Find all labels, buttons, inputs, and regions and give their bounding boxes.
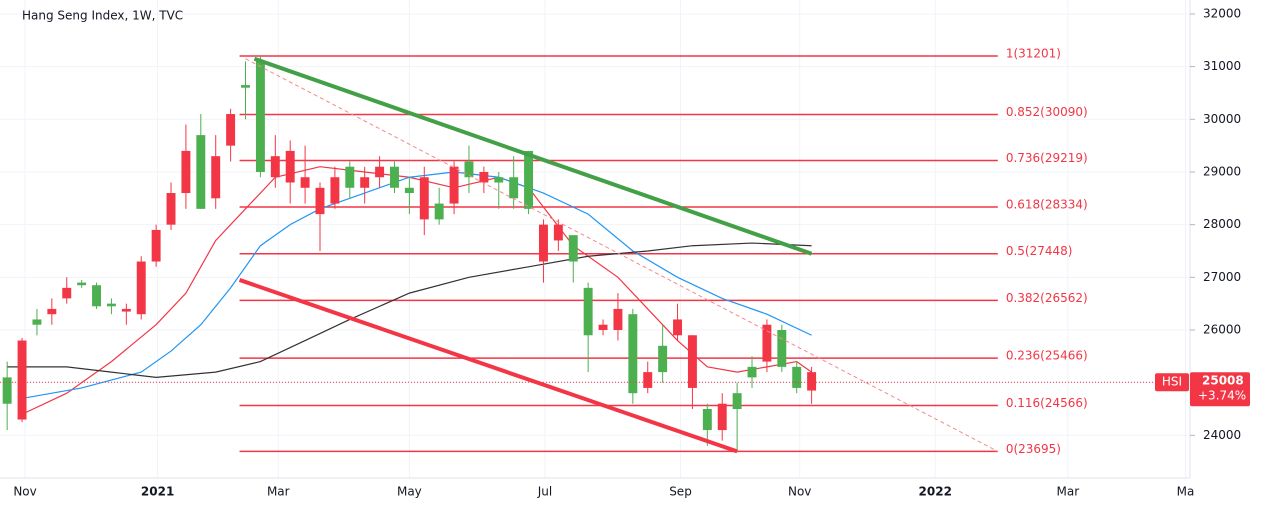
candle-body bbox=[479, 171, 489, 183]
fib-label: 0.236(25466) bbox=[1006, 349, 1088, 363]
candle-body bbox=[241, 85, 250, 88]
y-tick-label: 27000 bbox=[1203, 270, 1241, 284]
candle-body bbox=[2, 377, 12, 404]
x-tick-label: Ma bbox=[1177, 485, 1195, 499]
candle-body bbox=[106, 303, 116, 307]
candle-body bbox=[613, 308, 623, 330]
candle-body bbox=[375, 166, 385, 178]
plot-area bbox=[0, 0, 1190, 478]
x-tick-label: 2021 bbox=[141, 485, 174, 499]
candle-body bbox=[270, 156, 280, 178]
fib-label: 0.852(30090) bbox=[1006, 105, 1088, 119]
candle-body bbox=[673, 319, 683, 336]
candle-body bbox=[17, 340, 27, 420]
candle-body bbox=[136, 261, 146, 315]
candle-body bbox=[345, 166, 355, 188]
fib-label: 0.736(29219) bbox=[1006, 151, 1088, 165]
symbol-label: HSI bbox=[1162, 375, 1182, 389]
candle-body bbox=[464, 161, 474, 178]
candle-body bbox=[509, 177, 519, 199]
candle-body bbox=[553, 224, 563, 241]
candle-body bbox=[196, 135, 206, 209]
candle-body bbox=[419, 177, 429, 220]
candle-body bbox=[762, 324, 772, 362]
price-tag bbox=[1190, 372, 1250, 407]
moving-average bbox=[21, 171, 812, 400]
fib-label: 0(23695) bbox=[1006, 442, 1061, 456]
trendline bbox=[253, 56, 813, 256]
candle-body bbox=[315, 187, 325, 215]
candle-body bbox=[494, 177, 504, 183]
y-tick-label: 28000 bbox=[1203, 217, 1241, 231]
candle-body bbox=[702, 408, 712, 431]
trendline bbox=[245, 58, 999, 452]
fib-label: 0.116(24566) bbox=[1006, 396, 1088, 410]
price-label: 25008 bbox=[1202, 374, 1244, 388]
x-tick-label: Nov bbox=[13, 485, 36, 499]
candle-body bbox=[732, 393, 742, 409]
candle-body bbox=[568, 235, 578, 262]
moving-average bbox=[7, 242, 812, 378]
trendline bbox=[238, 278, 738, 454]
candle-body bbox=[181, 150, 191, 194]
candle-body bbox=[77, 282, 87, 286]
candle-body bbox=[777, 329, 787, 367]
y-tick-label: 30000 bbox=[1203, 112, 1241, 126]
candle-body bbox=[285, 150, 295, 183]
candle-body bbox=[807, 372, 817, 391]
candle-body bbox=[449, 166, 459, 204]
candle-body bbox=[404, 187, 414, 194]
candle-body bbox=[717, 403, 727, 431]
candle-body bbox=[151, 229, 161, 262]
change-label: +3.74% bbox=[1198, 389, 1246, 403]
candle-body bbox=[360, 177, 370, 188]
candle-body bbox=[583, 287, 593, 336]
x-tick-label: Sep bbox=[669, 485, 692, 499]
candle-body bbox=[792, 366, 802, 388]
candle-body bbox=[166, 193, 176, 225]
candle-body bbox=[92, 285, 102, 307]
candle-body bbox=[390, 166, 399, 188]
symbol-tag bbox=[1155, 373, 1189, 392]
y-tick-label: 29000 bbox=[1203, 164, 1241, 178]
x-tick-label: May bbox=[397, 485, 422, 499]
x-tick-label: Mar bbox=[1057, 485, 1080, 499]
candle-body bbox=[628, 314, 638, 394]
candle-body bbox=[434, 203, 444, 220]
fib-label: 0.5(27448) bbox=[1006, 244, 1073, 258]
x-tick-label: 2022 bbox=[919, 485, 952, 499]
candle-body bbox=[300, 177, 310, 188]
chart-title: Hang Seng Index, 1W, TVC bbox=[22, 9, 183, 23]
y-tick-label: 32000 bbox=[1203, 6, 1241, 20]
candle-body bbox=[538, 224, 548, 262]
candle-body bbox=[121, 308, 131, 312]
candle-body bbox=[330, 177, 340, 204]
fib-label: 1(31201) bbox=[1006, 47, 1061, 61]
candle-body bbox=[226, 114, 236, 146]
fib-label: 0.618(28334) bbox=[1006, 198, 1088, 212]
candle-body bbox=[598, 324, 608, 330]
y-tick-label: 24000 bbox=[1203, 428, 1241, 442]
candle-body bbox=[658, 345, 668, 373]
candle-body bbox=[211, 156, 221, 199]
candle-body bbox=[62, 287, 72, 299]
candle-body bbox=[643, 372, 653, 388]
y-tick-label: 31000 bbox=[1203, 59, 1241, 73]
x-tick-label: Mar bbox=[267, 485, 290, 499]
candle-body bbox=[747, 366, 757, 378]
fib-label: 0.382(26562) bbox=[1006, 291, 1088, 305]
y-tick-label: 26000 bbox=[1203, 322, 1241, 336]
candle-body bbox=[47, 308, 57, 315]
candle-body bbox=[524, 150, 534, 209]
x-tick-label: Jul bbox=[537, 485, 552, 499]
candle-body bbox=[255, 61, 265, 172]
candle-body bbox=[687, 335, 697, 388]
x-tick-label: Nov bbox=[788, 485, 811, 499]
candle-body bbox=[32, 319, 42, 325]
